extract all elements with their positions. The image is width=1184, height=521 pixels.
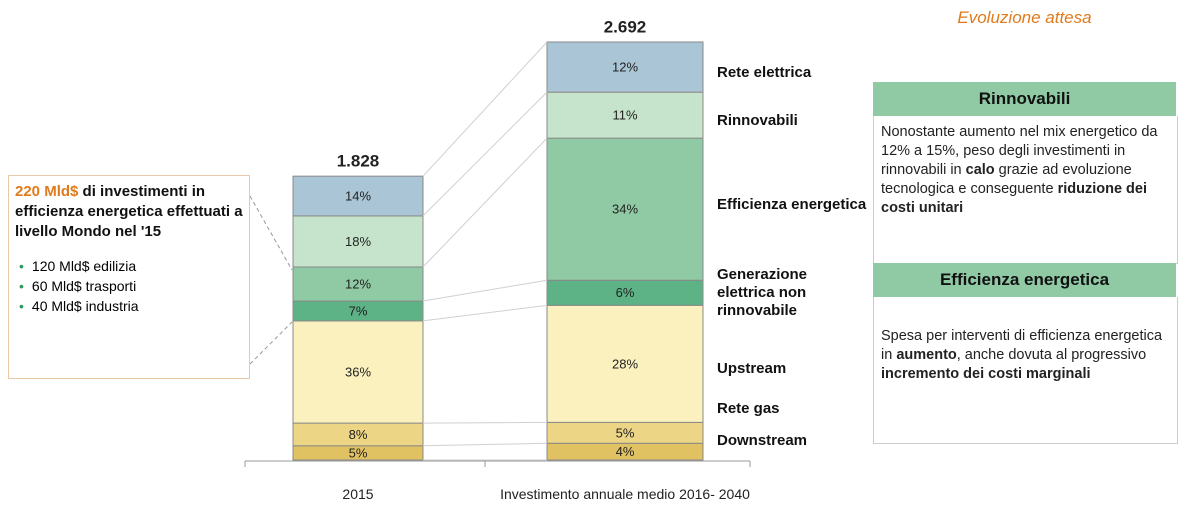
value-label: 5% <box>349 445 368 460</box>
panel-title: Rinnovabili <box>873 82 1176 116</box>
total-label: 2.692 <box>604 17 647 36</box>
value-label: 28% <box>612 356 638 371</box>
note-text: 220 Mld$ <box>15 183 79 200</box>
note-lead: 220 Mld$ di investimenti in efficienza e… <box>15 182 243 242</box>
series-label: Efficienza energetica <box>717 196 867 213</box>
note-bullet: 40 Mld$ industria <box>32 296 243 316</box>
note-bullet: 60 Mld$ trasporti <box>32 276 243 296</box>
connector <box>422 421 548 424</box>
panel-text: riduzione dei costi unitari <box>881 181 1147 216</box>
panel-body: Spesa per interventi di efficienza energ… <box>873 297 1178 444</box>
note-connector <box>249 195 293 271</box>
value-label: 6% <box>616 285 635 300</box>
value-label: 12% <box>612 60 638 75</box>
series-label: Generazione elettrica non rinnovabile <box>717 266 808 319</box>
value-label: 7% <box>349 303 368 318</box>
value-label: 12% <box>345 276 371 291</box>
panel-text: Spesa per interventi di efficienza energ… <box>881 328 1163 363</box>
bar-segment <box>292 320 424 424</box>
panel-text: , anche dovuta al progressivo <box>956 347 1147 363</box>
value-label: 11% <box>612 108 637 123</box>
note-connector <box>249 321 293 365</box>
category-label: 2015 <box>342 486 374 502</box>
panel-text: aumento <box>896 347 957 363</box>
total-label: 1.828 <box>337 152 380 171</box>
bar-segment <box>292 266 424 302</box>
series-label: Rete gas <box>717 400 780 417</box>
category-label: Investimento annuale medio 2016- 2040 <box>500 486 750 502</box>
value-label: 34% <box>612 202 638 217</box>
panel-text: Nonostante aumento nel mix energetico da… <box>881 124 1158 178</box>
value-label: 18% <box>345 234 371 249</box>
series-label: Downstream <box>717 432 808 449</box>
outlook-title: Evoluzione attesa <box>957 8 1092 27</box>
note-box: 220 Mld$ di investimenti in efficienza e… <box>8 175 250 379</box>
note-bullet: 120 Mld$ edilizia <box>32 256 243 276</box>
connector <box>422 279 548 302</box>
value-label: 14% <box>345 188 371 203</box>
bar-segment <box>546 41 704 93</box>
note-text: di investimenti in efficienza energetica… <box>15 183 243 240</box>
panel-text: incremento dei costi marginali <box>881 366 1091 382</box>
connector <box>422 91 548 217</box>
panel-text: grazie ad evoluzione tecnologica e conse… <box>881 162 1132 197</box>
panel-title: Efficienza energetica <box>873 263 1176 297</box>
bar-segment <box>292 215 424 268</box>
panel-text: calo <box>965 162 995 178</box>
series-label: Rinnovabili <box>717 112 798 129</box>
connector <box>422 137 548 268</box>
value-label: 36% <box>345 364 371 379</box>
value-label: 4% <box>616 444 635 459</box>
note-bullets: 120 Mld$ edilizia60 Mld$ trasporti40 Mld… <box>15 256 243 316</box>
connector <box>422 304 548 322</box>
bar-segment <box>292 175 424 217</box>
bar-segment <box>546 304 704 423</box>
connector <box>422 41 548 177</box>
series-label: Rete elettrica <box>717 64 812 81</box>
connector <box>422 442 548 447</box>
series-label: Upstream <box>717 360 787 377</box>
value-label: 8% <box>349 427 368 442</box>
panel-body: Nonostante aumento nel mix energetico da… <box>873 116 1178 264</box>
bar-segment <box>546 137 704 281</box>
value-label: 5% <box>616 425 635 440</box>
